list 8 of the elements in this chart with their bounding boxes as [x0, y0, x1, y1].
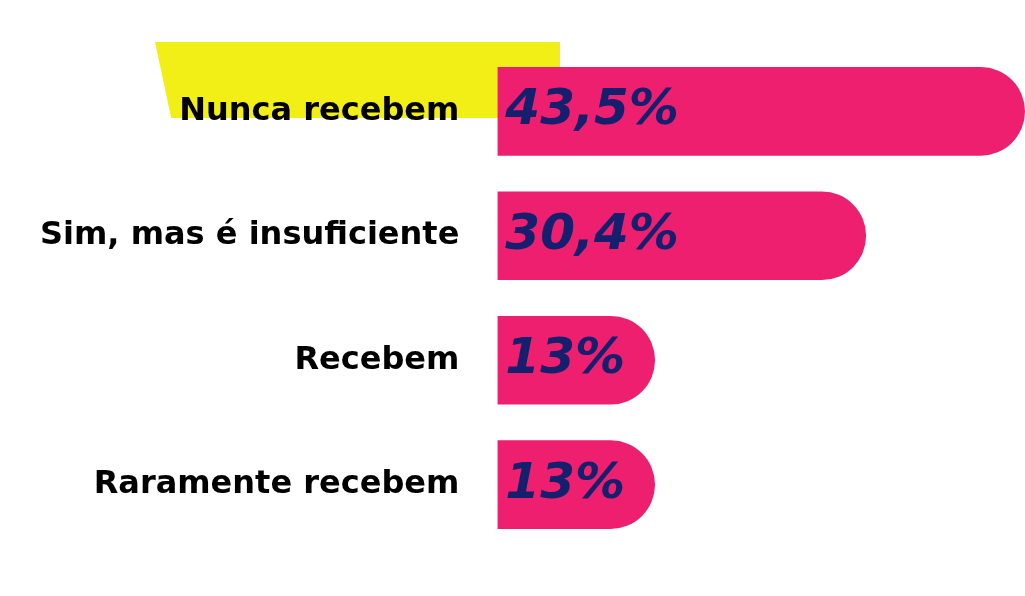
data-label: 13% [505, 327, 626, 386]
y-tick-label: Sim, mas é insuficiente [40, 214, 460, 253]
data-label: 43,5% [504, 78, 679, 137]
data-label: 13% [505, 451, 626, 510]
data-label: 30,4% [505, 202, 679, 261]
y-tick-label: Nunca recebem [179, 89, 460, 128]
y-tick-label: Recebem [294, 338, 460, 377]
y-tick-label: Raramente recebem [93, 462, 460, 501]
